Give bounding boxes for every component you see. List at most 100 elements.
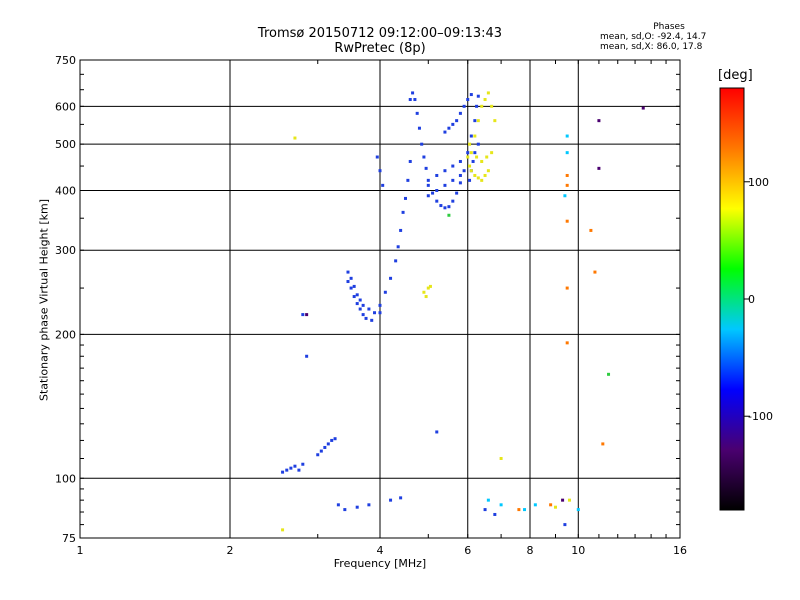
data-point: [486, 498, 490, 502]
data-point: [469, 169, 473, 173]
data-point: [523, 508, 527, 512]
data-point: [597, 119, 601, 123]
data-point: [469, 93, 473, 97]
colorbar-tick-labels: 100 0 -100: [744, 176, 773, 423]
data-point: [399, 228, 403, 232]
data-point: [375, 155, 379, 159]
y-tick-label: 500: [55, 138, 76, 151]
data-point: [476, 119, 480, 123]
data-point: [458, 181, 462, 185]
data-point: [499, 503, 503, 507]
phase-stats-o-mode: mean, sd,O: -92.4, 14.7: [600, 32, 707, 42]
data-point: [383, 290, 387, 294]
data-point: [565, 286, 569, 290]
data-point: [346, 270, 350, 274]
data-point: [480, 159, 484, 163]
data-point: [373, 311, 377, 315]
data-point: [565, 219, 569, 223]
data-point: [493, 512, 497, 516]
y-tick-labels: 75 100 200 300 400 500 600 750: [55, 54, 76, 545]
data-point: [468, 164, 472, 168]
data-point: [316, 453, 320, 457]
data-point: [483, 173, 487, 177]
data-point: [367, 503, 371, 507]
data-point: [466, 155, 470, 159]
data-point: [289, 466, 293, 470]
data-point: [413, 98, 417, 102]
data-point: [301, 462, 305, 466]
data-point: [480, 178, 484, 182]
data-point: [561, 498, 565, 502]
data-point: [473, 151, 477, 155]
data-point: [361, 303, 365, 307]
colorbar: [719, 87, 745, 511]
x-tick-label: 1: [77, 544, 84, 557]
data-point: [349, 276, 353, 280]
data-point: [428, 284, 432, 288]
y-axis-title: Stationary phase Virtual Height [km]: [37, 198, 51, 402]
data-point: [346, 280, 350, 284]
data-point: [549, 503, 553, 507]
data-point: [473, 134, 477, 138]
data-point: [565, 134, 569, 138]
data-point: [597, 166, 601, 170]
data-point: [389, 276, 393, 280]
data-point: [358, 307, 362, 311]
data-point: [319, 449, 323, 453]
data-point: [352, 295, 356, 299]
data-point: [490, 104, 494, 108]
data-point: [455, 119, 459, 123]
data-point: [399, 496, 403, 500]
data-point: [364, 316, 368, 320]
data-point: [426, 178, 430, 182]
data-point: [469, 134, 473, 138]
y-tick-label: 600: [55, 100, 76, 113]
data-point: [394, 259, 398, 263]
data-point: [473, 173, 477, 177]
data-point: [305, 354, 309, 358]
data-point: [471, 159, 475, 163]
x-tick-label: 4: [377, 544, 384, 557]
data-point: [355, 293, 359, 297]
x-tick-label: 10: [571, 544, 585, 557]
data-point: [361, 313, 365, 317]
data-point: [435, 199, 439, 203]
y-tick-label: 200: [55, 328, 76, 341]
data-point: [343, 508, 347, 512]
y-tick-label: 750: [55, 54, 76, 67]
data-point: [490, 151, 494, 155]
data-point: [565, 173, 569, 177]
data-point: [565, 183, 569, 187]
data-point: [420, 142, 424, 146]
data-point: [301, 313, 305, 317]
data-point: [458, 111, 462, 115]
data-point: [293, 136, 297, 140]
data-point: [483, 508, 487, 512]
colorbar-tick-label: -100: [748, 410, 773, 423]
data-point: [458, 159, 462, 163]
x-tick-label: 8: [527, 544, 534, 557]
data-point: [330, 438, 334, 442]
data-point: [352, 284, 356, 288]
data-point: [565, 151, 569, 155]
data-point: [475, 104, 479, 108]
data-point: [475, 155, 479, 159]
data-point: [370, 318, 374, 322]
data-point: [443, 130, 447, 134]
x-tick-labels: 1 2 4 6 8 10 16: [77, 544, 688, 557]
data-point: [565, 341, 569, 345]
data-point: [473, 119, 477, 123]
data-point: [443, 169, 447, 173]
data-point: [601, 442, 605, 446]
data-point: [424, 166, 428, 170]
data-point: [468, 142, 472, 146]
data-point: [431, 191, 435, 195]
data-point: [439, 204, 443, 208]
data-point: [349, 286, 353, 290]
data-point: [476, 176, 480, 180]
data-point: [483, 98, 487, 102]
data-point: [476, 142, 480, 146]
data-point: [462, 104, 466, 108]
data-point: [358, 298, 362, 302]
